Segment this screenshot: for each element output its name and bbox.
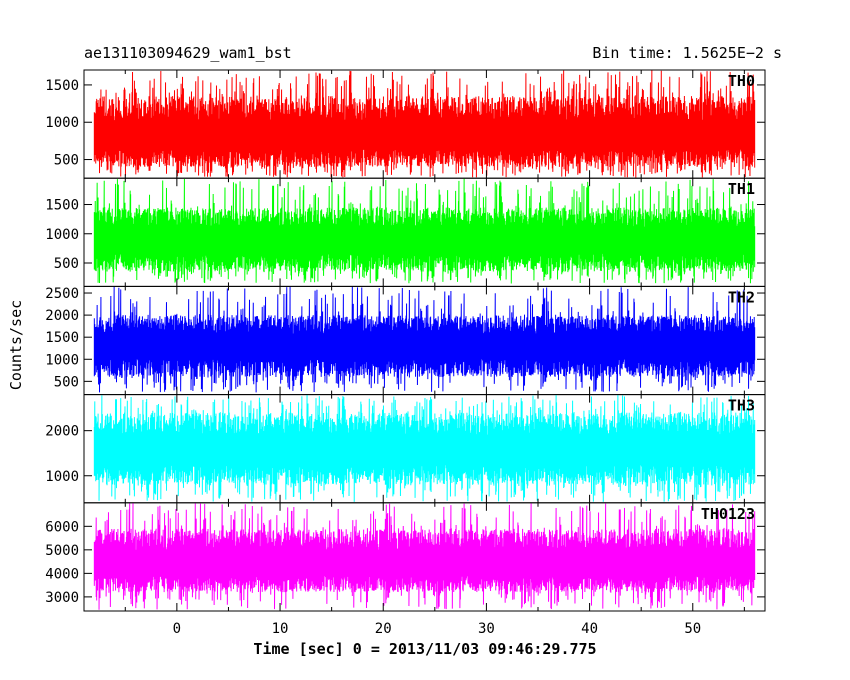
y-tick-label: 1500 <box>45 78 79 94</box>
panel-label-th0: TH0 <box>728 72 755 90</box>
y-tick-label: 1000 <box>45 469 79 485</box>
y-tick-label: 500 <box>54 153 79 169</box>
series-line-th1 <box>93 178 756 284</box>
y-tick-label: 3000 <box>45 590 79 606</box>
y-tick-label: 2000 <box>45 424 79 440</box>
y-tick-label: 2000 <box>45 308 79 324</box>
y-tick-label: 1500 <box>45 198 79 214</box>
y-tick-label: 1000 <box>45 352 79 368</box>
panel-label-th1: TH1 <box>728 180 755 198</box>
x-tick-label: 10 <box>272 621 289 637</box>
panel-label-th2: TH2 <box>728 288 755 306</box>
y-tick-label: 6000 <box>45 519 79 535</box>
y-tick-label: 500 <box>54 374 79 390</box>
y-tick-label: 2500 <box>45 286 79 302</box>
panel-label-th3: TH3 <box>728 397 755 415</box>
x-tick-label: 0 <box>173 621 181 637</box>
y-tick-label: 4000 <box>45 566 79 582</box>
panel-frame-th0123 <box>83 502 766 612</box>
panel-label-th0123: TH0123 <box>701 505 755 523</box>
y-tick-label: 1000 <box>45 227 79 243</box>
series-line-th0123 <box>93 503 756 610</box>
x-tick-label: 20 <box>375 621 392 637</box>
series-line-th2 <box>93 286 756 393</box>
series-line-th0 <box>93 70 756 178</box>
y-tick-label: 1000 <box>45 115 79 131</box>
x-tick-label: 30 <box>478 621 495 637</box>
plot-title-right: Bin time: 1.5625E−2 s <box>592 44 782 62</box>
plot-title-left: ae131103094629_wam1_bst <box>84 44 292 62</box>
x-axis-label: Time [sec] 0 = 2013/11/03 09:46:29.775 <box>253 640 597 658</box>
series-line-th3 <box>93 394 756 502</box>
x-tick-label: 40 <box>581 621 598 637</box>
y-tick-label: 1500 <box>45 330 79 346</box>
x-tick-label: 50 <box>684 621 701 637</box>
y-tick-label: 500 <box>54 256 79 272</box>
y-tick-label: 5000 <box>45 543 79 559</box>
